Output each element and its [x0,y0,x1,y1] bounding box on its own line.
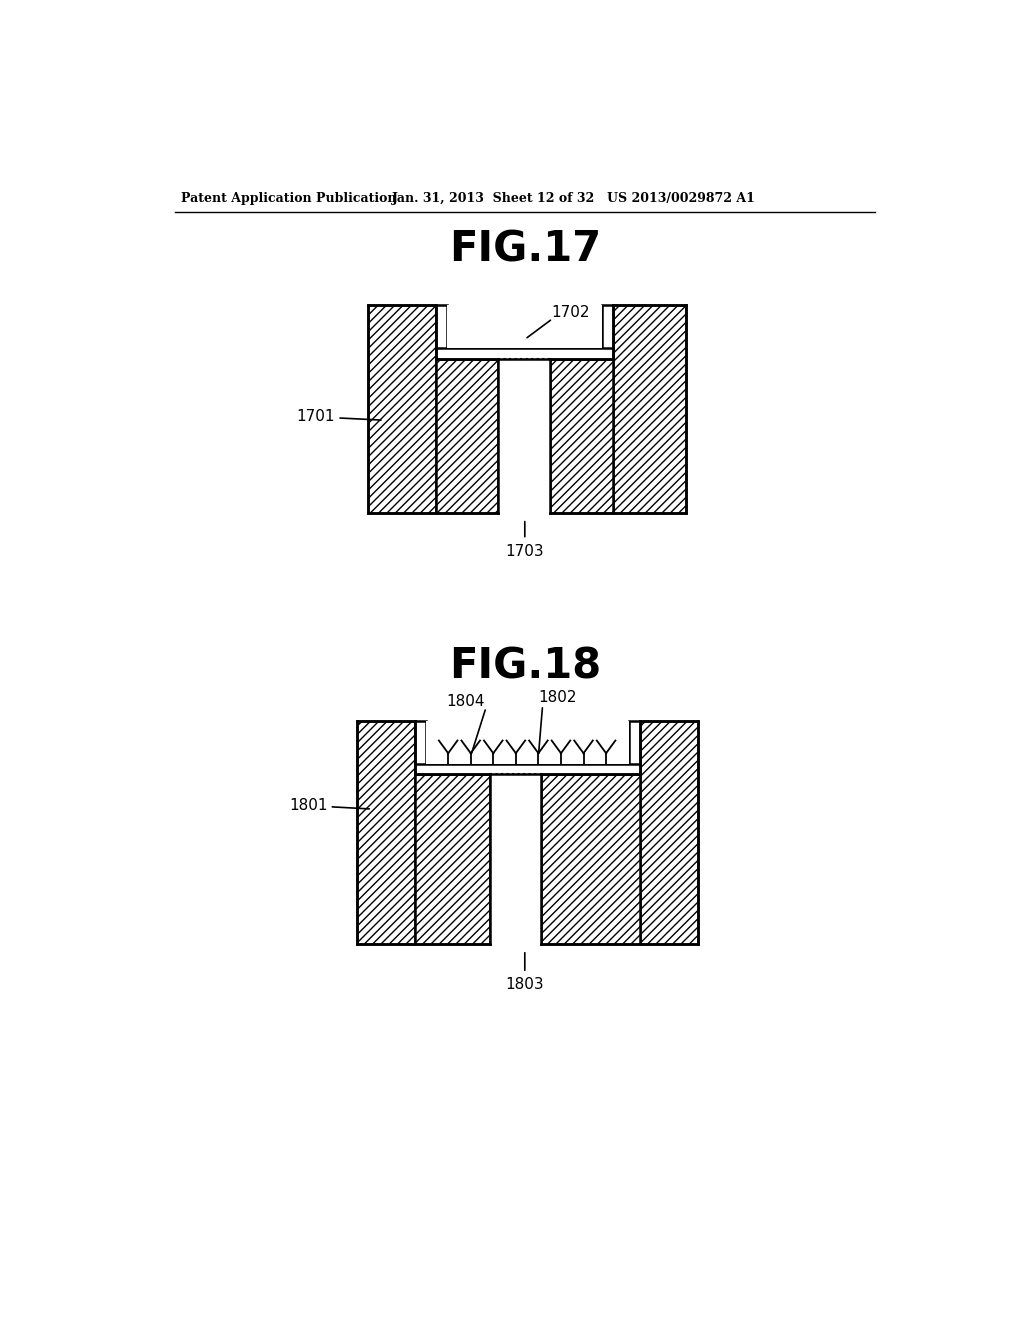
Bar [356,721,415,944]
Bar [436,348,613,359]
Text: Jan. 31, 2013  Sheet 12 of 32: Jan. 31, 2013 Sheet 12 of 32 [391,191,595,205]
Text: US 2013/0029872 A1: US 2013/0029872 A1 [607,191,755,205]
Bar [369,305,436,512]
Bar [426,721,629,763]
Bar [602,305,613,359]
Bar [436,305,613,359]
Text: 1701: 1701 [296,409,335,424]
Text: 1803: 1803 [506,977,544,993]
Text: 1702: 1702 [551,305,590,319]
Text: Patent Application Publication: Patent Application Publication [180,191,396,205]
Bar [613,305,686,512]
Bar [541,775,640,944]
Bar [415,775,489,944]
Bar [489,775,541,944]
Text: 1804: 1804 [446,694,484,709]
Bar [499,359,550,512]
Bar [550,359,613,512]
Text: 1802: 1802 [539,690,578,705]
Bar [415,763,640,775]
Text: 1703: 1703 [506,544,544,558]
Bar [436,359,499,512]
Bar [447,305,602,348]
Text: 1801: 1801 [290,797,328,813]
Bar [640,721,697,944]
Text: FIG.18: FIG.18 [449,645,601,688]
Bar [629,721,640,775]
Text: FIG.17: FIG.17 [449,228,601,271]
Bar [436,305,447,359]
Bar [415,721,426,775]
Bar [415,721,640,775]
